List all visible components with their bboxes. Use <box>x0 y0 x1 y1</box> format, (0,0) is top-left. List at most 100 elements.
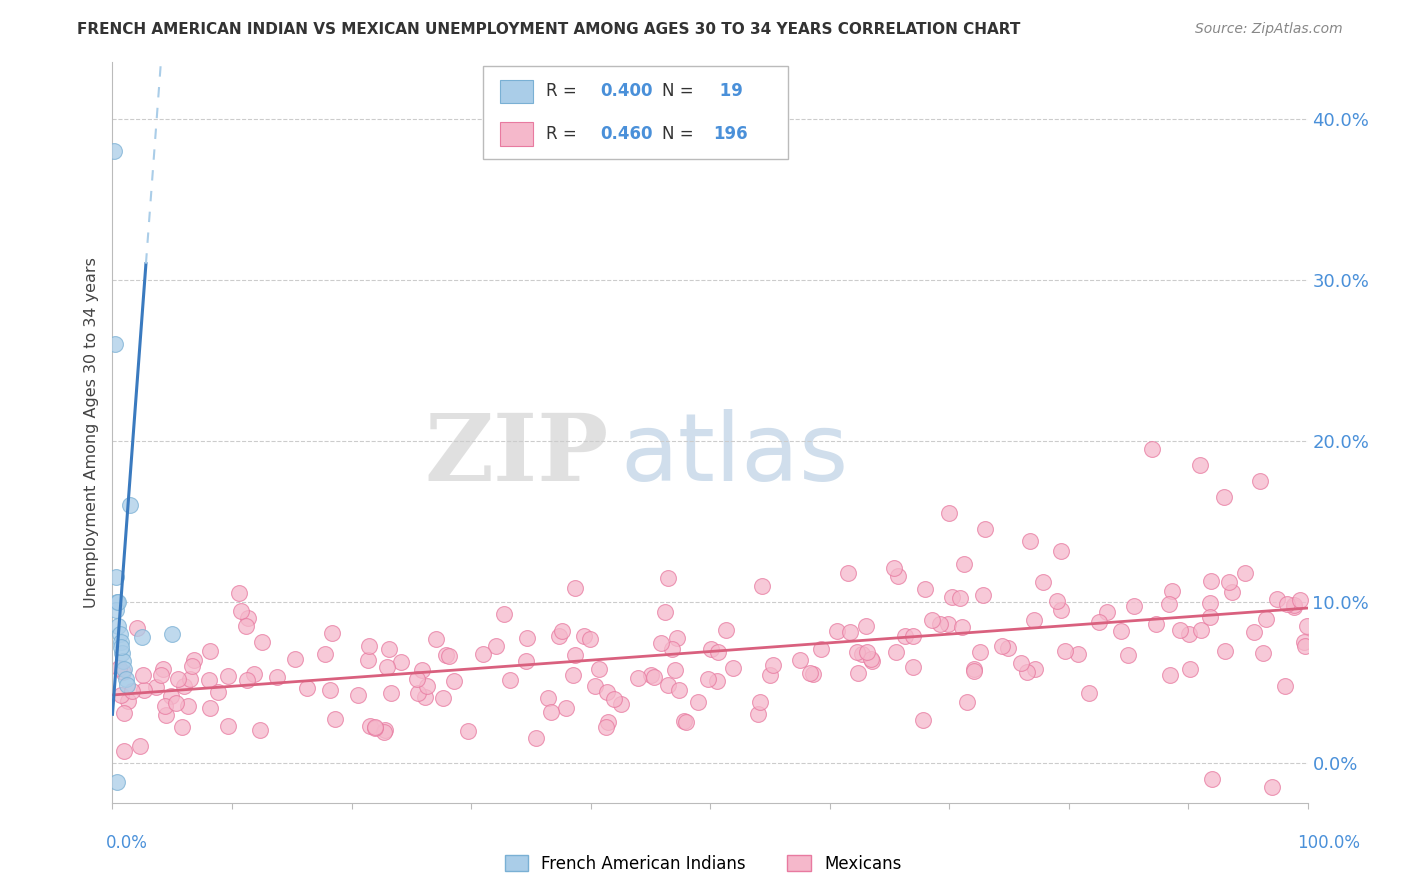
Text: 19: 19 <box>714 82 742 101</box>
Point <box>108 661 131 675</box>
Point <box>1282 600 1305 615</box>
Point <box>1017 665 1039 679</box>
Point <box>357 640 380 654</box>
Point <box>121 684 143 698</box>
Point <box>643 670 665 684</box>
Legend: French American Indians, Mexicans: French American Indians, Mexicans <box>498 848 908 880</box>
Point <box>1261 780 1284 794</box>
Text: 100.0%: 100.0% <box>1298 834 1360 852</box>
Text: N =: N = <box>662 125 699 143</box>
Point <box>588 662 610 676</box>
Point <box>761 658 783 673</box>
Point <box>810 642 832 657</box>
Point <box>170 720 193 734</box>
Point <box>921 613 943 627</box>
Point <box>884 645 907 659</box>
Point <box>228 586 250 600</box>
Point <box>112 654 135 668</box>
Point <box>105 594 128 608</box>
Point <box>107 619 129 633</box>
Point <box>564 648 586 662</box>
Point <box>235 619 257 633</box>
Point <box>373 725 395 739</box>
Point <box>721 661 744 675</box>
Point <box>700 642 723 657</box>
Point <box>1294 639 1316 653</box>
Point <box>901 629 924 643</box>
Point <box>1234 566 1257 581</box>
Point <box>941 590 963 604</box>
Point <box>1213 644 1236 658</box>
Point <box>672 714 695 728</box>
Point <box>1024 662 1046 676</box>
Point <box>837 566 859 580</box>
Point <box>425 632 447 646</box>
Text: FRENCH AMERICAN INDIAN VS MEXICAN UNEMPLOYMENT AMONG AGES 30 TO 34 YEARS CORRELA: FRENCH AMERICAN INDIAN VS MEXICAN UNEMPL… <box>77 22 1021 37</box>
Point <box>375 660 398 674</box>
Point <box>1053 644 1076 658</box>
Point <box>883 561 905 575</box>
Point <box>1289 593 1312 607</box>
Point <box>127 621 149 635</box>
Point <box>583 679 606 693</box>
Point <box>217 669 239 683</box>
Point <box>200 701 222 715</box>
Point <box>540 706 562 720</box>
Point <box>561 668 583 682</box>
Point <box>1159 597 1181 611</box>
Point <box>252 635 274 649</box>
Point <box>1218 575 1240 590</box>
Point <box>457 724 479 739</box>
FancyBboxPatch shape <box>484 66 787 159</box>
Point <box>548 629 571 643</box>
Point <box>997 641 1019 656</box>
Point <box>242 666 264 681</box>
Text: 196: 196 <box>714 125 748 143</box>
Point <box>596 685 619 699</box>
Point <box>953 557 976 571</box>
Point <box>1199 610 1222 624</box>
Point <box>686 695 709 709</box>
Point <box>1282 598 1305 612</box>
Point <box>956 695 979 709</box>
Point <box>321 625 343 640</box>
Point <box>928 617 950 632</box>
Point <box>145 680 167 694</box>
Point <box>266 670 288 684</box>
Point <box>284 652 307 666</box>
Point <box>1010 657 1032 671</box>
Point <box>851 647 873 661</box>
Point <box>110 635 132 649</box>
Point <box>217 719 239 733</box>
Point <box>914 582 936 597</box>
Point <box>177 698 200 713</box>
Point <box>485 639 508 653</box>
Point <box>855 619 877 633</box>
Point <box>1213 490 1236 504</box>
Point <box>1178 662 1201 676</box>
Point <box>1022 613 1045 627</box>
Point <box>595 720 617 734</box>
Point <box>627 671 650 685</box>
Point <box>1067 647 1090 661</box>
Point <box>1178 626 1201 640</box>
Point <box>516 631 538 645</box>
Point <box>1249 474 1271 488</box>
Point <box>236 611 259 625</box>
Point <box>554 701 576 715</box>
Point <box>1095 605 1118 619</box>
Point <box>1019 533 1042 548</box>
Point <box>112 706 135 720</box>
Point <box>747 706 769 721</box>
Point <box>114 662 135 676</box>
Point <box>668 682 690 697</box>
Point <box>1159 668 1181 682</box>
Point <box>443 673 465 688</box>
Point <box>696 672 718 686</box>
Point <box>359 719 381 733</box>
Point <box>657 571 679 585</box>
Point <box>319 683 342 698</box>
Point <box>363 721 385 735</box>
Text: N =: N = <box>662 82 699 101</box>
Point <box>200 644 222 658</box>
